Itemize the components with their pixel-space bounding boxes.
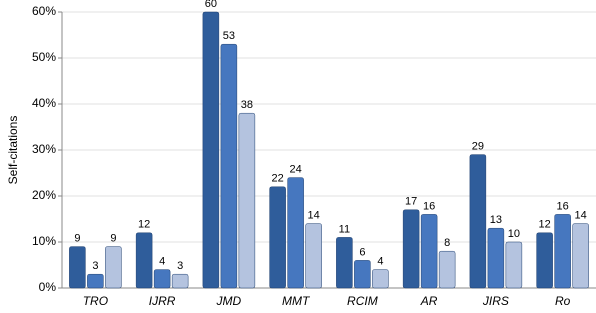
bar	[336, 237, 353, 289]
value-label: 12	[138, 219, 150, 231]
bar	[487, 227, 505, 289]
x-tick-label: TRO	[83, 294, 108, 308]
bar	[87, 273, 104, 289]
x-tick-label: Ro	[555, 294, 571, 308]
bar	[572, 223, 589, 289]
value-label: 3	[92, 260, 98, 272]
y-tick-label: 60%	[32, 4, 56, 18]
value-label: 60	[205, 0, 217, 10]
y-tick-label: 30%	[32, 142, 56, 156]
bar	[536, 232, 553, 289]
x-tick-label: JMD	[216, 294, 242, 308]
value-label: 9	[110, 233, 116, 245]
y-tick-label: 0%	[39, 280, 57, 294]
value-label: 4	[377, 256, 383, 268]
y-tick-label: 20%	[32, 188, 56, 202]
value-label: 16	[557, 200, 569, 212]
bar	[269, 186, 286, 289]
value-label: 14	[575, 210, 587, 222]
y-tick-label: 50%	[32, 50, 56, 64]
value-label: 10	[508, 228, 520, 240]
value-label: 29	[472, 141, 484, 153]
x-tick-label: MMT	[282, 294, 311, 308]
bar	[305, 223, 322, 289]
bar	[171, 273, 189, 289]
value-label: 38	[241, 99, 253, 111]
bar	[69, 246, 86, 289]
value-label: 9	[74, 233, 80, 245]
bar	[287, 177, 304, 289]
value-label: 17	[405, 196, 417, 208]
bar	[402, 209, 420, 289]
bar	[135, 232, 153, 289]
value-label: 8	[444, 237, 450, 249]
x-tick-label: RCIM	[347, 294, 378, 308]
value-label: 3	[177, 260, 183, 272]
value-label: 6	[359, 246, 365, 258]
value-label: 4	[159, 256, 165, 268]
y-axis-label: Self-citations	[6, 116, 20, 185]
value-label: 11	[339, 223, 350, 235]
y-tick-label: 40%	[32, 96, 56, 110]
bar	[354, 260, 371, 289]
y-tick-label: 10%	[32, 234, 56, 248]
bar	[469, 154, 487, 289]
bar	[554, 214, 571, 289]
bar	[220, 43, 238, 289]
bar	[153, 269, 171, 289]
x-tick-label: JIRS	[482, 294, 509, 308]
value-label: 53	[223, 30, 235, 42]
bar	[505, 241, 523, 289]
bar	[420, 214, 438, 289]
x-tick-label: IJRR	[149, 294, 176, 308]
bar	[438, 250, 456, 289]
bar	[202, 11, 220, 289]
value-label: 14	[308, 210, 320, 222]
bar	[372, 269, 389, 289]
value-label: 16	[423, 200, 435, 212]
bar	[105, 246, 122, 289]
value-label: 13	[490, 214, 502, 226]
value-label: 24	[290, 164, 302, 176]
x-tick-label: AR	[420, 294, 438, 308]
value-label: 12	[539, 219, 551, 231]
bar	[238, 112, 256, 289]
value-label: 22	[272, 173, 284, 185]
